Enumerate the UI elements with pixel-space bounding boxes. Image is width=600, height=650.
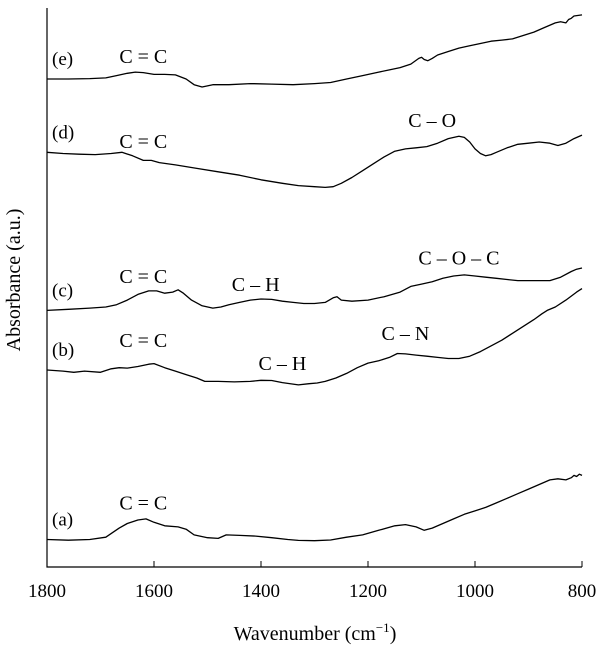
x-tick-label: 1600 xyxy=(135,581,173,602)
x-axis-title-close: ) xyxy=(390,623,397,645)
x-axis-title-main: Wavenumber (cm xyxy=(234,623,377,645)
series-line-a xyxy=(46,473,583,542)
x-tick-label: 1400 xyxy=(242,581,280,602)
peak-annotation: C = C xyxy=(119,46,167,68)
x-axis-ticks: 1800 1600 1400 1200 1000 800 xyxy=(28,561,596,602)
peak-annotation: C = C xyxy=(119,493,167,515)
peak-annotation: C = C xyxy=(119,266,167,288)
series-line-c xyxy=(46,267,583,312)
y-axis-title: Absorbance (a.u.) xyxy=(3,209,25,352)
series-line-b xyxy=(46,288,583,386)
peak-annotation: C = C xyxy=(119,330,167,352)
x-axis-title-superscript: −1 xyxy=(376,620,390,635)
peak-annotation: C – O – C xyxy=(418,248,499,270)
x-tick-label: 1800 xyxy=(28,581,66,602)
series-line-d xyxy=(46,134,583,189)
x-axis-title: Wavenumber (cm−1) xyxy=(234,620,397,645)
series-label: (e) xyxy=(52,49,73,70)
series-label: (b) xyxy=(52,340,74,361)
peak-annotation: C – N xyxy=(382,323,430,345)
peak-annotation: C = C xyxy=(119,131,167,153)
x-tick-label: 1200 xyxy=(349,581,387,602)
peak-annotation: C – O xyxy=(408,110,456,132)
x-tick-label: 800 xyxy=(568,581,597,602)
series-label: (d) xyxy=(52,122,74,143)
series-line-e xyxy=(47,14,583,88)
x-tick-label: 1000 xyxy=(456,581,494,602)
series-group xyxy=(46,14,583,542)
peak-annotation: C – H xyxy=(232,274,280,296)
series-label-group: (a) (b) (c) (d) (e) xyxy=(52,49,74,530)
annotation-group: C = C C = C C – H C – N C = C C – H C – O – C C… xyxy=(119,46,499,515)
series-label: (c) xyxy=(52,280,73,301)
peak-annotation: C – H xyxy=(259,353,307,375)
series-label: (a) xyxy=(52,510,73,531)
